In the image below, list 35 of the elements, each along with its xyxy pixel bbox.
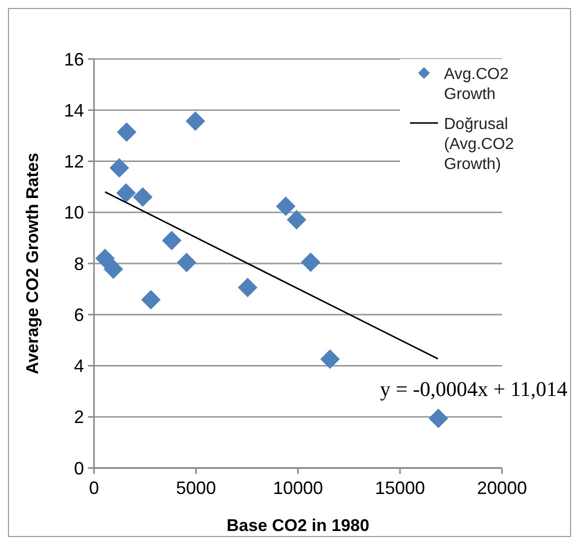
point xyxy=(428,408,448,428)
x-tick-label: 10000 xyxy=(272,478,324,498)
point xyxy=(104,259,124,279)
x-axis-title: Base CO2 in 1980 xyxy=(226,516,370,535)
point xyxy=(133,187,153,207)
y-tick-label: 8 xyxy=(74,254,84,274)
point xyxy=(116,183,136,203)
x-tick-label: 0 xyxy=(88,478,100,498)
point xyxy=(162,230,182,250)
point xyxy=(276,196,296,216)
point xyxy=(141,290,161,310)
legend-label: Doğrusal (Avg.CO2 Growth) xyxy=(444,116,514,173)
y-tick-label: 10 xyxy=(64,202,84,223)
x-tick-label: 5000 xyxy=(176,478,216,498)
y-tick-label: 16 xyxy=(64,49,84,70)
point xyxy=(116,122,136,142)
point xyxy=(186,111,206,131)
point xyxy=(176,252,196,272)
y-tick-label: 12 xyxy=(64,152,84,172)
y-tick-label: 0 xyxy=(74,458,84,478)
y-tick-label: 2 xyxy=(74,407,84,428)
y-tick-label: 14 xyxy=(64,100,84,120)
y-tick-label: 4 xyxy=(74,356,84,376)
x-tick-label: 15000 xyxy=(374,478,426,498)
y-tick-label: 6 xyxy=(74,304,84,325)
x-tick-label: 20000 xyxy=(476,478,528,498)
point xyxy=(110,158,130,178)
point xyxy=(320,349,340,369)
annotation: y = -0,0004x + 11,014 xyxy=(380,377,568,401)
point xyxy=(95,248,115,268)
legend-label: Avg.CO2 Growth xyxy=(444,66,509,103)
point xyxy=(300,252,320,272)
y-axis-title: Average CO2 Growth Rates xyxy=(23,152,42,374)
point xyxy=(286,210,306,230)
point xyxy=(238,278,258,298)
